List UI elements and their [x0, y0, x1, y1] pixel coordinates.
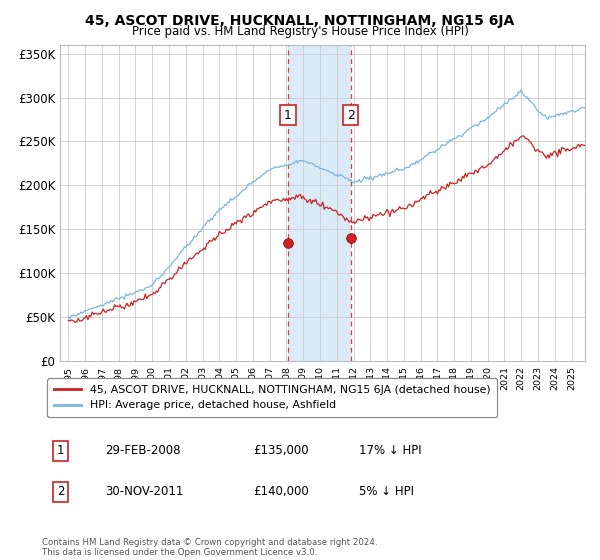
Text: 30-NOV-2011: 30-NOV-2011 — [106, 486, 184, 498]
Text: 45, ASCOT DRIVE, HUCKNALL, NOTTINGHAM, NG15 6JA: 45, ASCOT DRIVE, HUCKNALL, NOTTINGHAM, N… — [85, 14, 515, 28]
Text: Price paid vs. HM Land Registry's House Price Index (HPI): Price paid vs. HM Land Registry's House … — [131, 25, 469, 38]
Text: £140,000: £140,000 — [253, 486, 309, 498]
Text: 1: 1 — [284, 109, 292, 122]
Text: 17% ↓ HPI: 17% ↓ HPI — [359, 444, 421, 457]
Text: 2: 2 — [347, 109, 355, 122]
Text: 1: 1 — [57, 444, 64, 457]
Text: 5% ↓ HPI: 5% ↓ HPI — [359, 486, 414, 498]
Text: 29-FEB-2008: 29-FEB-2008 — [106, 444, 181, 457]
Legend: 45, ASCOT DRIVE, HUCKNALL, NOTTINGHAM, NG15 6JA (detached house), HPI: Average p: 45, ASCOT DRIVE, HUCKNALL, NOTTINGHAM, N… — [47, 379, 497, 417]
Text: 2: 2 — [57, 486, 64, 498]
Text: Contains HM Land Registry data © Crown copyright and database right 2024.
This d: Contains HM Land Registry data © Crown c… — [42, 538, 377, 557]
Text: £135,000: £135,000 — [253, 444, 309, 457]
Bar — [288, 45, 351, 361]
